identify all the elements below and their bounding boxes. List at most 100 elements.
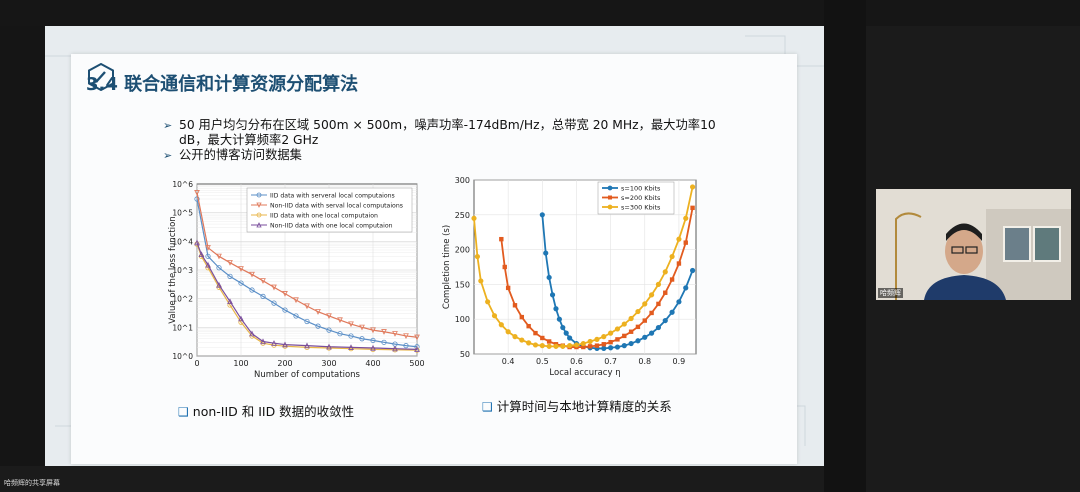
y-tick-label: 10^6 xyxy=(172,180,193,189)
series-line xyxy=(196,242,418,350)
data-point xyxy=(249,330,255,337)
caption-left: ❑ non-IID 和 IID 数据的收敛性 xyxy=(178,401,354,420)
x-tick-label: 0.8 xyxy=(638,357,651,366)
data-point xyxy=(414,334,420,341)
data-point xyxy=(194,196,200,202)
data-point xyxy=(471,215,477,221)
slide-title: 3.4 联合通信和计算资源分配算法 xyxy=(86,74,359,95)
data-point xyxy=(326,313,332,320)
data-point xyxy=(491,313,498,319)
data-point xyxy=(649,310,654,316)
data-point xyxy=(271,340,277,346)
data-point xyxy=(249,287,255,293)
data-point xyxy=(615,337,620,342)
data-point xyxy=(614,326,621,332)
y-tick-label: 10^4 xyxy=(172,237,193,246)
participant-name: 哈频辉 xyxy=(878,288,903,298)
data-point xyxy=(392,347,398,353)
data-point xyxy=(256,202,262,208)
data-point xyxy=(337,317,343,324)
data-point xyxy=(326,345,332,351)
data-point xyxy=(403,333,409,340)
bullet-item: ➢ 公开的博客访问数据集 xyxy=(163,148,743,163)
x-tick-label: 200 xyxy=(277,359,292,368)
data-point xyxy=(539,212,545,218)
data-point xyxy=(194,190,200,196)
legend-label: IID data with serveral local computaions xyxy=(270,193,395,200)
data-point xyxy=(414,346,420,352)
data-point xyxy=(539,343,545,349)
data-point xyxy=(689,267,696,274)
series-line xyxy=(473,186,694,348)
data-point xyxy=(260,293,266,299)
data-point xyxy=(505,329,511,335)
legend-label: Non-IID data with one local computaion xyxy=(270,223,393,230)
legend-label: IID data with one local computaion xyxy=(270,213,378,220)
data-point xyxy=(580,340,586,347)
data-point xyxy=(669,277,675,282)
data-point xyxy=(594,336,600,342)
data-point xyxy=(553,343,559,349)
data-point xyxy=(526,340,532,346)
participant-video[interactable]: 哈频辉 xyxy=(876,189,1071,300)
data-point xyxy=(628,340,634,347)
data-point xyxy=(381,339,387,345)
x-tick-label: 0.6 xyxy=(570,357,583,366)
data-point xyxy=(683,285,689,291)
x-tick-label: 0.9 xyxy=(673,357,686,366)
x-tick-label: 0.5 xyxy=(536,357,549,366)
y-tick-label: 10^3 xyxy=(172,266,193,275)
data-point xyxy=(594,343,600,348)
data-point xyxy=(359,324,365,331)
data-point xyxy=(326,327,332,333)
y-tick-label: 250 xyxy=(455,211,470,220)
data-point xyxy=(271,300,277,306)
data-point xyxy=(546,274,552,281)
data-point xyxy=(238,315,244,322)
data-point xyxy=(392,331,398,337)
data-point xyxy=(621,343,627,349)
data-point xyxy=(293,297,299,304)
data-point xyxy=(478,278,484,284)
data-point xyxy=(227,273,233,279)
data-point xyxy=(392,345,398,352)
x-tick-label: 400 xyxy=(365,359,380,368)
data-point xyxy=(546,339,552,344)
data-point xyxy=(505,285,511,291)
data-point xyxy=(370,327,376,334)
data-point xyxy=(540,335,545,341)
data-point xyxy=(656,301,661,307)
data-point xyxy=(669,253,675,260)
data-point xyxy=(635,308,641,315)
data-point xyxy=(519,337,525,343)
data-point xyxy=(622,333,627,339)
caption-right-text: 计算时间与本地计算精度的关系 xyxy=(496,399,672,414)
data-point xyxy=(260,278,266,284)
data-point xyxy=(587,338,593,345)
data-point xyxy=(601,342,606,347)
data-point xyxy=(526,323,531,329)
data-point xyxy=(601,345,607,352)
data-point xyxy=(403,343,409,349)
data-point xyxy=(532,342,539,348)
series-line xyxy=(196,198,418,348)
data-point xyxy=(676,261,682,266)
legend-label: Non-IID data with serval local computaio… xyxy=(270,203,403,210)
data-point xyxy=(337,331,343,337)
screen-share-label: 哈频辉的共享屏幕 xyxy=(4,479,60,487)
data-point xyxy=(370,337,376,344)
y-tick-label: 300 xyxy=(455,176,470,185)
data-point xyxy=(359,336,365,342)
data-point xyxy=(499,236,504,242)
x-axis-label: Number of computations xyxy=(254,370,361,380)
data-point xyxy=(502,264,507,270)
data-point xyxy=(271,284,277,291)
data-point xyxy=(614,344,621,350)
data-point xyxy=(205,253,211,259)
data-point xyxy=(304,303,310,310)
data-point xyxy=(573,342,580,348)
y-axis-label: Completion time (s) xyxy=(442,225,452,309)
data-point xyxy=(556,316,562,322)
data-point xyxy=(512,303,518,308)
data-point xyxy=(370,344,376,351)
